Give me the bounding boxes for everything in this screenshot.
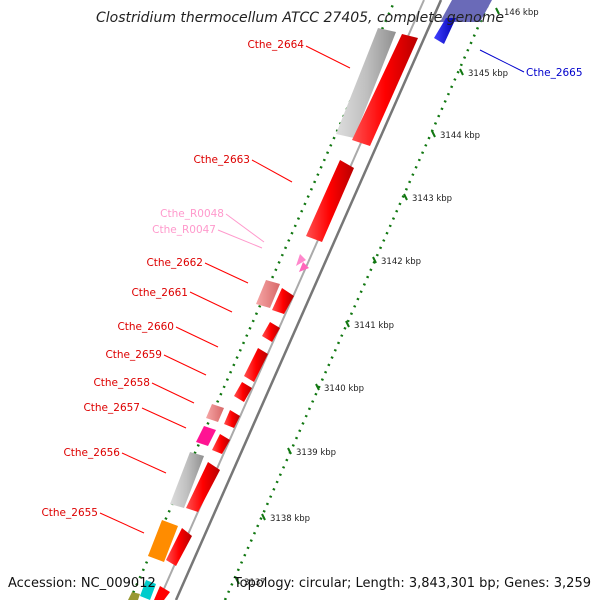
map-title: Clostridium thermocellum ATCC 27405, com… — [96, 10, 504, 26]
leader-cthe-2662 — [204, 262, 249, 284]
leader-cthe-2657 — [141, 407, 187, 429]
tick-labels: 146 kbp 3145 kbp 3144 kbp 3143 kbp 3142 kbp 3… — [244, 8, 539, 588]
leader-cthe-2663 — [251, 159, 293, 183]
leader-cthe-2661 — [189, 291, 233, 313]
feature-cthe-2660[interactable] — [244, 348, 268, 382]
tick-mark — [345, 320, 350, 328]
leader-lines — [99, 45, 525, 534]
tick-mark — [261, 513, 266, 521]
label-cthe-2665[interactable]: Cthe_2665 — [526, 67, 583, 79]
accession-text: Accession: NC_009012 — [8, 576, 156, 591]
topology-text: Topology: circular; Length: 3,843,301 bp… — [233, 576, 591, 591]
leader-cthe-r0048 — [225, 213, 265, 243]
label-cthe-r0047[interactable]: Cthe_R0047 — [152, 224, 216, 236]
label-cthe-2656[interactable]: Cthe_2656 — [63, 447, 120, 459]
label-cthe-2662[interactable]: Cthe_2662 — [146, 257, 203, 269]
feature-cthe-r0048[interactable] — [296, 254, 306, 266]
leader-cthe-2660 — [175, 326, 219, 348]
feature-cthe-2664-red[interactable] — [352, 34, 418, 146]
feature-cthe-2664-gray[interactable] — [336, 28, 396, 138]
feature-cthe-2659[interactable] — [234, 382, 252, 402]
feature-cthe-2656[interactable] — [186, 462, 220, 512]
tick-mark — [459, 68, 464, 76]
feature-bottom-olive[interactable] — [128, 592, 140, 600]
feature-cthe-r0047[interactable] — [299, 262, 309, 272]
feature-cthe-2658[interactable] — [224, 410, 240, 428]
tick-mark — [431, 130, 436, 138]
leader-cthe-2656 — [121, 452, 167, 474]
major-ticks — [235, 7, 500, 585]
feature-cthe-2665-arrow[interactable] — [434, 18, 456, 44]
feature-cthe-2661[interactable] — [262, 322, 280, 342]
label-cthe-2658[interactable]: Cthe_2658 — [93, 377, 150, 389]
feature-track — [128, 0, 492, 600]
tick-label: 3144 kbp — [440, 131, 480, 141]
tick-mark — [235, 577, 240, 585]
tick-mark — [287, 447, 292, 455]
label-cthe-2659[interactable]: Cthe_2659 — [105, 349, 162, 361]
tick-label: 3139 kbp — [296, 448, 336, 458]
leader-cthe-2665 — [479, 49, 525, 73]
feature-cthe-2663[interactable] — [306, 160, 354, 242]
label-cthe-2660[interactable]: Cthe_2660 — [117, 321, 174, 333]
feature-cthe-2655[interactable] — [166, 528, 192, 566]
label-cthe-2655[interactable]: Cthe_2655 — [41, 507, 98, 519]
label-cthe-2657[interactable]: Cthe_2657 — [83, 402, 140, 414]
feature-cthe-2655-orange[interactable] — [148, 520, 178, 562]
feature-cthe-2658-pseudo[interactable] — [206, 404, 224, 422]
tick-mark — [403, 193, 408, 201]
feature-cthe-2666-block[interactable] — [440, 0, 492, 22]
tick-label: 3141 kbp — [354, 321, 394, 331]
tick-label: 3140 kbp — [324, 384, 364, 394]
leader-cthe-2658 — [151, 382, 195, 404]
tick-mark — [315, 383, 320, 391]
tick-mark — [495, 7, 500, 15]
label-cthe-r0048[interactable]: Cthe_R0048 — [160, 208, 224, 220]
tick-label: 3145 kbp — [468, 69, 508, 79]
label-cthe-2664[interactable]: Cthe_2664 — [247, 39, 304, 51]
leader-cthe-r0047 — [217, 229, 263, 249]
leader-cthe-2655 — [99, 512, 145, 534]
feature-bottom-red[interactable] — [154, 586, 170, 600]
tick-label: 3143 kbp — [412, 194, 452, 204]
tick-label: 3142 kbp — [381, 257, 421, 267]
label-cthe-2663[interactable]: Cthe_2663 — [193, 154, 250, 166]
tick-mark — [372, 256, 377, 264]
feature-cthe-2662-pseudo[interactable] — [256, 280, 280, 308]
feature-cthe-2657[interactable] — [212, 434, 230, 454]
leader-cthe-2659 — [163, 354, 207, 376]
feature-bottom-cyan[interactable] — [140, 580, 156, 600]
tick-label: 3137 — [244, 578, 266, 588]
backbone-outer-line — [174, 0, 443, 600]
feature-cthe-2656-gray[interactable] — [170, 452, 204, 508]
gene-labels: Cthe_2665 Cthe_2664 Cthe_2663 Cthe_R0048… — [41, 39, 582, 519]
feature-cthe-2657-trna[interactable] — [196, 426, 216, 446]
leader-cthe-2664 — [305, 45, 351, 69]
tick-label: 146 kbp — [504, 8, 539, 18]
tick-label: 3138 kbp — [270, 514, 310, 524]
feature-cthe-2662[interactable] — [272, 288, 294, 314]
label-cthe-2661[interactable]: Cthe_2661 — [131, 287, 188, 299]
